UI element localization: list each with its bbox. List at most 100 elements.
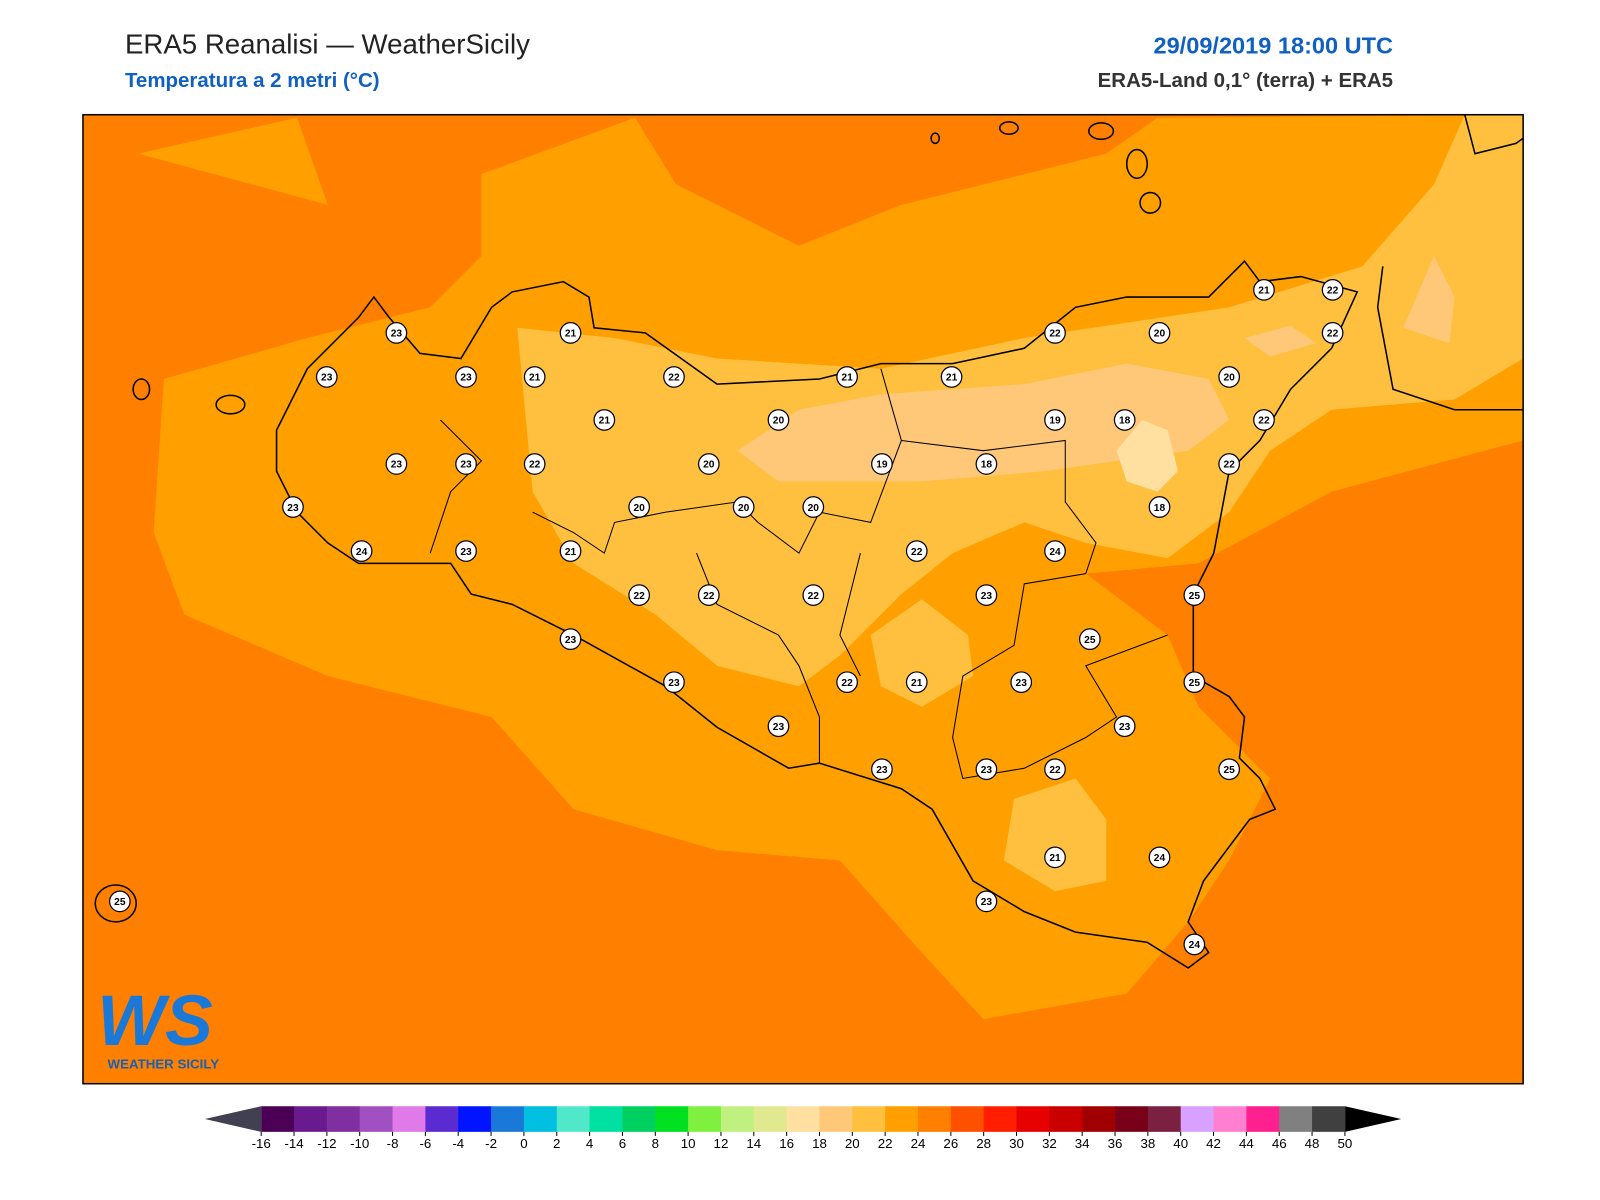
map-frame [82, 113, 1524, 1085]
station: 22 [905, 540, 928, 562]
station-marker [559, 540, 582, 562]
station: 22 [628, 584, 651, 606]
colorbar-label: 36 [1108, 1136, 1123, 1151]
colorbar-label: 18 [812, 1136, 827, 1151]
station-marker [767, 409, 790, 431]
station-marker [1183, 933, 1206, 956]
title: ERA5 Reanalisi — WeatherSicily [125, 28, 530, 59]
station-value: 24 [356, 547, 368, 558]
station-value: 22 [529, 460, 541, 471]
colorbar-label: -14 [284, 1136, 303, 1151]
colorbar-segment [852, 1106, 886, 1132]
station-marker [628, 496, 651, 518]
colorbar-label: -6 [419, 1136, 431, 1151]
colorbar-label: 26 [943, 1136, 958, 1151]
station-marker [836, 366, 858, 388]
station: 21 [1044, 846, 1066, 869]
map: 23 23 23 21 21 22 21 20 21 21 22 20 21 22 22 20 22 19 18 18… [82, 114, 1524, 1084]
colorbar-label: 28 [976, 1136, 991, 1151]
station-marker [1044, 846, 1066, 869]
colorbar-label: 8 [652, 1136, 659, 1151]
station-marker [1321, 322, 1344, 344]
station-marker [836, 671, 858, 694]
station-marker [282, 496, 304, 518]
station-value: 23 [287, 503, 299, 514]
station-marker [1218, 758, 1241, 781]
station-marker [905, 540, 928, 562]
station-marker [802, 496, 825, 518]
station-marker [940, 366, 963, 388]
source: ERA5-Land 0,1° (terra) + ERA5 [1098, 69, 1393, 92]
station-value: 23 [1119, 722, 1131, 733]
colorbar-label: 30 [1009, 1136, 1024, 1151]
station-value: 25 [1084, 635, 1096, 646]
station-marker [975, 453, 998, 475]
station-marker [663, 366, 685, 388]
colorbar-label: 38 [1140, 1136, 1155, 1151]
station-marker [455, 540, 477, 562]
station-value: 20 [703, 460, 715, 471]
station-value: 22 [1327, 286, 1339, 297]
colorbar-label: 14 [746, 1136, 761, 1151]
station: 23 [1113, 715, 1136, 738]
station-value: 22 [808, 591, 820, 602]
station-marker [1321, 279, 1344, 301]
station: 22 [1321, 279, 1344, 301]
station: 23 [663, 671, 685, 694]
station-value: 20 [738, 503, 750, 514]
colorbar-label: 32 [1042, 1136, 1057, 1151]
colorbar-segment [983, 1106, 1018, 1132]
calabria-coast [1376, 114, 1524, 411]
station-value: 23 [668, 678, 680, 689]
station-value: 25 [1223, 765, 1235, 776]
station: 22 [802, 584, 825, 606]
logo-name: WEATHER SICILY [108, 1056, 220, 1071]
station-marker [559, 322, 582, 344]
station-value: 22 [668, 373, 680, 384]
station-value: 25 [1189, 591, 1201, 602]
station-value: 22 [911, 547, 923, 558]
station-marker [663, 671, 685, 694]
station-value: 21 [1258, 286, 1270, 297]
station: 23 [282, 496, 304, 518]
colorbar-segment [950, 1106, 985, 1132]
station-value: 19 [876, 460, 888, 471]
colorbar-label: -2 [485, 1136, 497, 1151]
contour-18 [737, 363, 1230, 482]
colorbar-label: 20 [845, 1136, 860, 1151]
station-value: 21 [841, 373, 853, 384]
station-marker [1218, 453, 1241, 475]
station-marker [975, 758, 998, 781]
colorbar: -16 -14 -12 -10 -8 -6 -4 -2 0 2 4 6 8 10 12 14 16 18 20 22 2… [204, 1106, 1402, 1151]
colorbar-segment [1016, 1106, 1050, 1132]
station: 23 [315, 366, 338, 388]
station-value: 25 [1189, 678, 1201, 689]
station-value: 23 [460, 373, 472, 384]
station-value: 22 [1049, 765, 1061, 776]
station-marker [385, 453, 408, 475]
station: 20 [697, 453, 720, 475]
station: 23 [455, 453, 477, 475]
station: 21 [905, 671, 928, 694]
colorbar-label: 16 [779, 1136, 794, 1151]
station: 19 [871, 453, 893, 475]
station-marker [1010, 671, 1033, 694]
colorbar-label: -10 [350, 1136, 369, 1151]
station: 22 [1218, 453, 1241, 475]
station-value: 18 [1119, 416, 1131, 427]
station: 23 [455, 366, 477, 388]
station-marker [1078, 628, 1101, 651]
station-marker [767, 715, 790, 738]
station-marker [871, 453, 893, 475]
station: 22 [1044, 758, 1066, 781]
station: 23 [767, 715, 790, 738]
station-marker [905, 671, 928, 694]
station-marker [593, 409, 616, 431]
colorbar-label: 48 [1305, 1136, 1320, 1151]
station-value: 18 [1154, 503, 1166, 514]
colorbar-segment [1213, 1106, 1247, 1132]
station-marker [1113, 715, 1136, 738]
colorbar-segment [1312, 1106, 1346, 1132]
station-value: 22 [841, 678, 853, 689]
